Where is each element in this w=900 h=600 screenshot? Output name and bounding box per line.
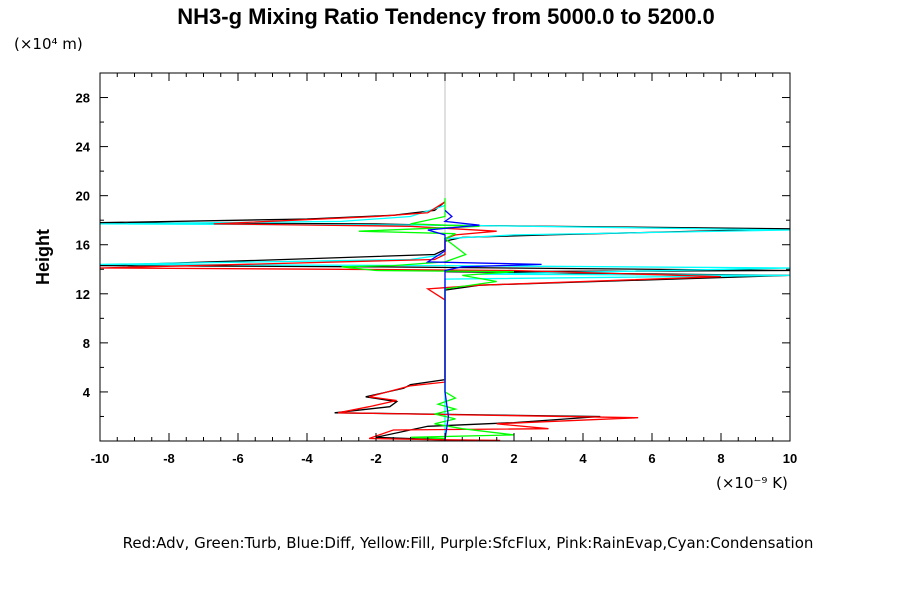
series-group — [100, 198, 790, 441]
series-line-3 — [341, 198, 515, 440]
y-tick-label: 4 — [83, 385, 91, 400]
x-axis-unit: (×10⁻⁹ K) — [716, 474, 788, 492]
y-tick-label: 16 — [76, 238, 90, 253]
x-tick-label: 10 — [783, 451, 797, 466]
x-tick-label: 0 — [441, 451, 448, 466]
series-line-4 — [425, 209, 542, 440]
x-tick-label: -6 — [232, 451, 244, 466]
y-tick-label: 8 — [83, 336, 90, 351]
x-tick-label: -4 — [301, 451, 313, 466]
y-tick-label: 20 — [76, 189, 90, 204]
x-tick-label: -10 — [91, 451, 110, 466]
chart-title: NH3-g Mixing Ratio Tendency from 5000.0 … — [177, 4, 715, 29]
series-line-2 — [100, 201, 722, 441]
x-tick-label: -2 — [370, 451, 382, 466]
y-axis-unit: (×10⁴ m) — [14, 35, 83, 53]
y-tick-label: 12 — [76, 287, 90, 302]
x-tick-label: 6 — [648, 451, 655, 466]
y-axis-label: Height — [33, 229, 53, 285]
x-tick-label: 8 — [717, 451, 724, 466]
x-tick-label: 2 — [510, 451, 517, 466]
y-tick-label: 24 — [76, 140, 91, 155]
x-tick-label: 4 — [579, 451, 587, 466]
y-tick-label: 28 — [76, 91, 90, 106]
x-tick-label: -8 — [163, 451, 175, 466]
legend: Red:Adv, Green:Turb, Blue:Diff, Yellow:F… — [123, 534, 814, 552]
